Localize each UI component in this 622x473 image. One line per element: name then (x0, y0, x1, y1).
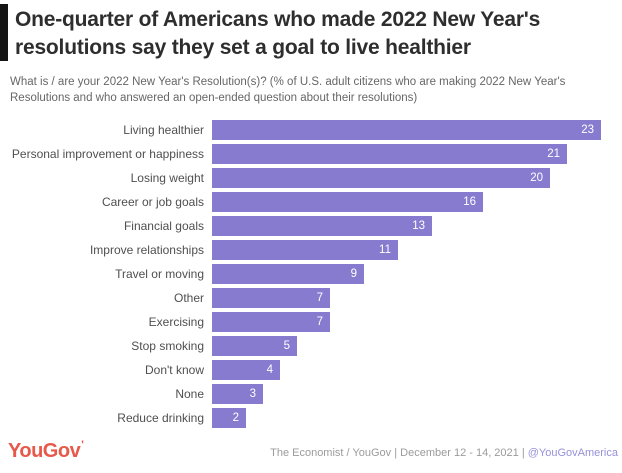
bar-track: 2 (212, 408, 622, 428)
bar-track: 16 (212, 192, 622, 212)
chart-row: Travel or moving 9 (0, 262, 622, 286)
chart-row: None 3 (0, 382, 622, 406)
chart-row: Don't know 4 (0, 358, 622, 382)
chart-row: Exercising 7 (0, 310, 622, 334)
source-text: The Economist / YouGov | December 12 - 1… (270, 447, 528, 459)
bar-track: 23 (212, 120, 622, 140)
category-label: Travel or moving (115, 267, 204, 281)
value-label: 20 (530, 172, 543, 184)
category-label: Living healthier (123, 123, 204, 137)
value-label: 5 (283, 340, 290, 352)
bar: 20 (212, 168, 550, 188)
category-label: Exercising (148, 315, 204, 329)
category-label: Stop smoking (131, 339, 204, 353)
chart-row: Other 7 (0, 286, 622, 310)
bar-track: 4 (212, 360, 622, 380)
chart-row: Losing weight 20 (0, 166, 622, 190)
chart-footer: YouGov' The Economist / YouGov | Decembe… (0, 438, 622, 468)
bar: 3 (212, 384, 263, 404)
value-label: 7 (316, 292, 323, 304)
value-label: 9 (350, 268, 357, 280)
bar: 21 (212, 144, 567, 164)
value-label: 3 (249, 388, 256, 400)
category-label: Don't know (145, 363, 204, 377)
bar-track: 5 (212, 336, 622, 356)
chart-title: One-quarter of Americans who made 2022 N… (15, 8, 541, 59)
category-label: Improve relationships (89, 243, 204, 257)
category-label: Losing weight (130, 171, 204, 185)
chart-subtitle: What is / are your 2022 New Year's Resol… (10, 76, 566, 104)
chart-row: Career or job goals 16 (0, 190, 622, 214)
bar: 7 (212, 288, 330, 308)
bar: 2 (212, 408, 246, 428)
bar-track: 20 (212, 168, 622, 188)
value-label: 16 (463, 196, 476, 208)
source-line: The Economist / YouGov | December 12 - 1… (270, 447, 618, 459)
chart-row: Personal improvement or happiness 21 (0, 142, 622, 166)
twitter-handle-link[interactable]: @YouGovAmerica (527, 447, 618, 459)
category-label: Reduce drinking (117, 411, 204, 425)
yougov-logo-mark: ' (81, 439, 84, 451)
chart-row: Living healthier 23 (0, 118, 622, 142)
bar-track: 13 (212, 216, 622, 236)
bar-track: 7 (212, 288, 622, 308)
bar-track: 3 (212, 384, 622, 404)
bar: 9 (212, 264, 364, 284)
category-label: Financial goals (123, 219, 204, 233)
bar: 16 (212, 192, 483, 212)
chart-row: Improve relationships 11 (0, 238, 622, 262)
bar-track: 9 (212, 264, 622, 284)
category-label: None (175, 387, 204, 401)
chart-row: Stop smoking 5 (0, 334, 622, 358)
bar-track: 11 (212, 240, 622, 260)
chart-row: Financial goals 13 (0, 214, 622, 238)
title-accent-bar (0, 4, 8, 61)
chart-header: One-quarter of Americans who made 2022 N… (0, 0, 622, 106)
value-label: 4 (266, 364, 273, 376)
bar: 23 (212, 120, 601, 140)
value-label: 2 (232, 412, 239, 424)
category-label: Other (173, 291, 204, 305)
bar: 13 (212, 216, 432, 236)
value-label: 7 (316, 316, 323, 328)
bar-track: 21 (212, 144, 622, 164)
value-label: 11 (379, 244, 391, 256)
bar-chart: Living healthier 23 Personal improvement o… (0, 118, 622, 430)
bar: 4 (212, 360, 280, 380)
yougov-logo-text: YouGov (8, 440, 81, 462)
chart-row: Reduce drinking 2 (0, 406, 622, 430)
category-label: Personal improvement or happiness (11, 147, 204, 161)
category-label: Career or job goals (101, 195, 204, 209)
bar: 7 (212, 312, 330, 332)
yougov-logo: YouGov' (8, 439, 84, 463)
bar-track: 7 (212, 312, 622, 332)
bar: 5 (212, 336, 297, 356)
value-label: 13 (412, 220, 425, 232)
value-label: 23 (581, 124, 594, 136)
value-label: 21 (547, 148, 560, 160)
bar: 11 (212, 240, 398, 260)
